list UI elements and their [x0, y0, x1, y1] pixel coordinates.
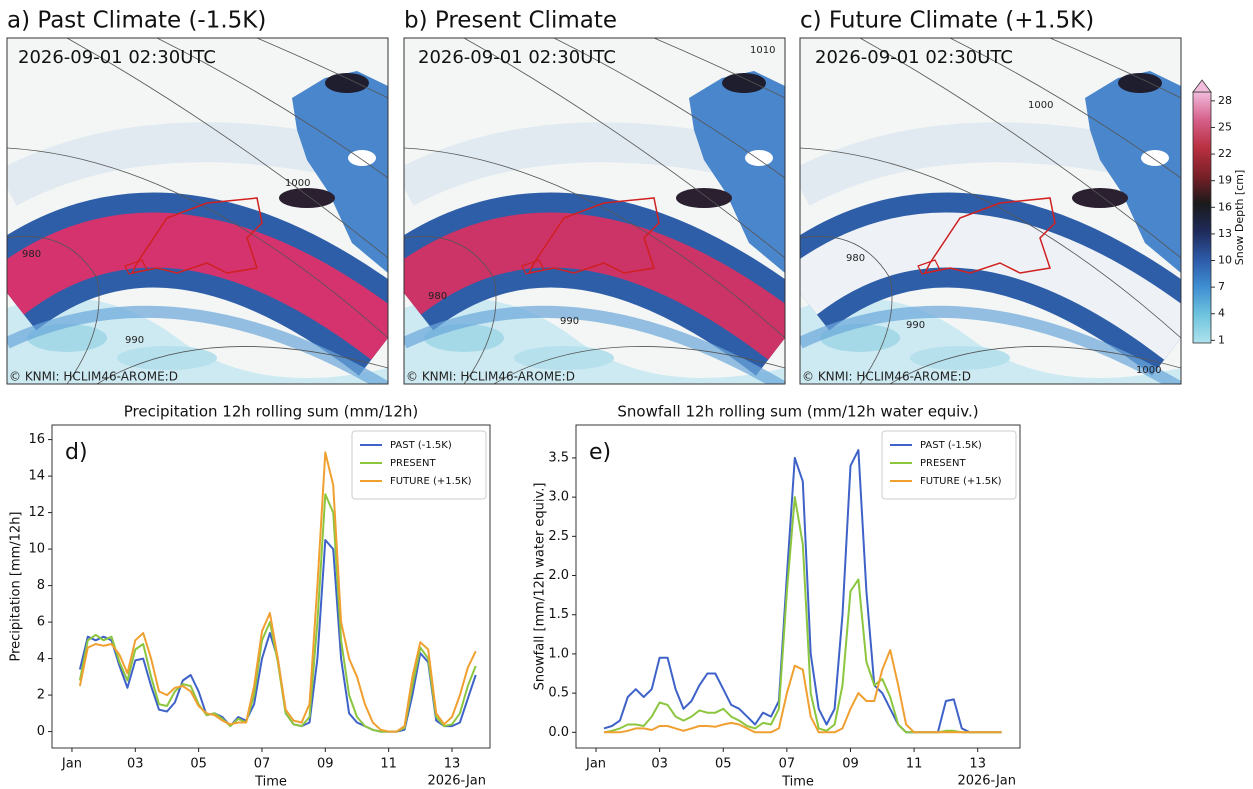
timestamp: 2026-09-01 02:30UTC — [418, 47, 616, 68]
credit: © KNMI: HCLIM46-AROME:D — [406, 370, 575, 384]
x-offset-label: 2026-Jan — [957, 774, 1016, 789]
colorbar-extend — [1192, 79, 1212, 93]
colorbar-tick-label: 19 — [1218, 174, 1232, 187]
contour-label: 980 — [22, 249, 41, 260]
contour-label: 1000 — [1028, 100, 1053, 111]
legend-label: PAST (-1.5K) — [390, 440, 452, 451]
plot-frame — [575, 424, 1021, 749]
colorbar-label: Snow Depth [cm] — [1233, 170, 1246, 266]
panel-title: c) Future Climate (+1.5K) — [800, 8, 1094, 34]
y-tick-label: 8 — [37, 578, 45, 593]
contour-label: 990 — [125, 335, 144, 346]
chart-title: Precipitation 12h rolling sum (mm/12h) — [124, 403, 418, 421]
legend-label: PRESENT — [920, 458, 966, 469]
series-line — [78, 451, 477, 733]
x-tick-label: 05 — [190, 757, 207, 772]
panel-annotation: e) — [589, 440, 611, 465]
contour-label: 980 — [428, 291, 447, 302]
x-tick-label: 11 — [380, 757, 397, 772]
credit: © KNMI: HCLIM46-AROME:D — [802, 370, 971, 384]
colorbar — [1192, 91, 1212, 344]
x-tick-label: 03 — [651, 757, 668, 772]
map-b — [404, 38, 785, 388]
x-tick-label: 07 — [254, 757, 271, 772]
y-tick-label: 16 — [28, 432, 45, 447]
x-tick-label: 13 — [444, 757, 461, 772]
contour-label: 1010 — [750, 45, 775, 56]
y-tick-label: 0.5 — [548, 686, 569, 701]
colorbar-tick-label: 1 — [1218, 333, 1225, 346]
legend-box — [881, 430, 1017, 500]
x-tick-label: Jan — [61, 757, 82, 772]
y-tick-label: 12 — [28, 505, 45, 520]
x-axis-label: Time — [254, 775, 287, 789]
timestamp: 2026-09-01 02:30UTC — [18, 47, 216, 68]
colorbar-tick-label: 10 — [1218, 254, 1232, 267]
x-tick-label: 05 — [715, 757, 732, 772]
contour-label: 1000 — [1136, 365, 1161, 376]
y-tick-label: 2.0 — [548, 568, 569, 583]
x-offset-label: 2026-Jan — [427, 774, 486, 789]
y-tick-label: 3.5 — [548, 450, 569, 465]
timestamp: 2026-09-01 02:30UTC — [815, 47, 1013, 68]
contour-label: 990 — [906, 320, 925, 331]
y-axis-label: Precipitation [mm/12h] — [9, 511, 24, 661]
chart-title: Snowfall 12h rolling sum (mm/12h water e… — [617, 403, 978, 421]
panel-annotation: d) — [65, 440, 88, 465]
y-tick-label: 2.5 — [548, 529, 569, 544]
contour-label: 1000 — [285, 178, 310, 189]
series-line — [603, 496, 1002, 734]
x-tick-label: 13 — [969, 757, 986, 772]
map-a — [7, 38, 388, 388]
map-c — [800, 38, 1181, 388]
y-tick-label: 14 — [28, 469, 45, 484]
legend-label: PAST (-1.5K) — [920, 440, 982, 451]
x-tick-label: Jan — [585, 757, 606, 772]
contour-label: 990 — [560, 316, 579, 327]
legend-label: FUTURE (+1.5K) — [390, 476, 472, 487]
y-tick-label: 0.0 — [548, 725, 569, 740]
colorbar-tick-label: 7 — [1218, 280, 1225, 293]
credit: © KNMI: HCLIM46-AROME:D — [9, 370, 178, 384]
y-tick-label: 2 — [37, 688, 45, 703]
x-tick-label: 09 — [317, 757, 334, 772]
y-tick-label: 0 — [37, 724, 45, 739]
x-tick-label: 11 — [906, 757, 923, 772]
map-frame — [799, 37, 1182, 385]
series-line — [78, 493, 477, 733]
colorbar-tick-label: 25 — [1218, 120, 1232, 133]
legend-label: PRESENT — [390, 458, 436, 469]
y-tick-label: 1.0 — [548, 646, 569, 661]
x-tick-label: 09 — [842, 757, 859, 772]
y-tick-label: 1.5 — [548, 607, 569, 622]
y-tick-label: 6 — [37, 615, 45, 630]
colorbar-tick-label: 22 — [1218, 147, 1232, 160]
legend-label: FUTURE (+1.5K) — [920, 476, 1002, 487]
x-tick-label: 03 — [127, 757, 144, 772]
y-tick-label: 3.0 — [548, 490, 569, 505]
map-frame — [403, 37, 786, 385]
series-line — [604, 649, 1002, 734]
colorbar-tick-label: 16 — [1218, 200, 1232, 213]
panel-title: b) Present Climate — [404, 8, 617, 34]
colorbar-tick-label: 28 — [1218, 94, 1232, 107]
x-tick-label: 07 — [779, 757, 796, 772]
colorbar-tick-label: 13 — [1218, 227, 1232, 240]
panel-title: a) Past Climate (-1.5K) — [7, 8, 266, 34]
plot-frame — [51, 424, 491, 749]
y-axis-label: Snowfall [mm/12h water equiv.] — [533, 483, 548, 691]
x-axis-label: Time — [781, 775, 814, 789]
colorbar-tick-label: 4 — [1218, 307, 1225, 320]
contour-label: 980 — [846, 253, 865, 264]
y-tick-label: 10 — [28, 542, 45, 557]
map-frame — [6, 37, 389, 385]
y-tick-label: 4 — [37, 651, 45, 666]
legend-box — [351, 430, 487, 500]
